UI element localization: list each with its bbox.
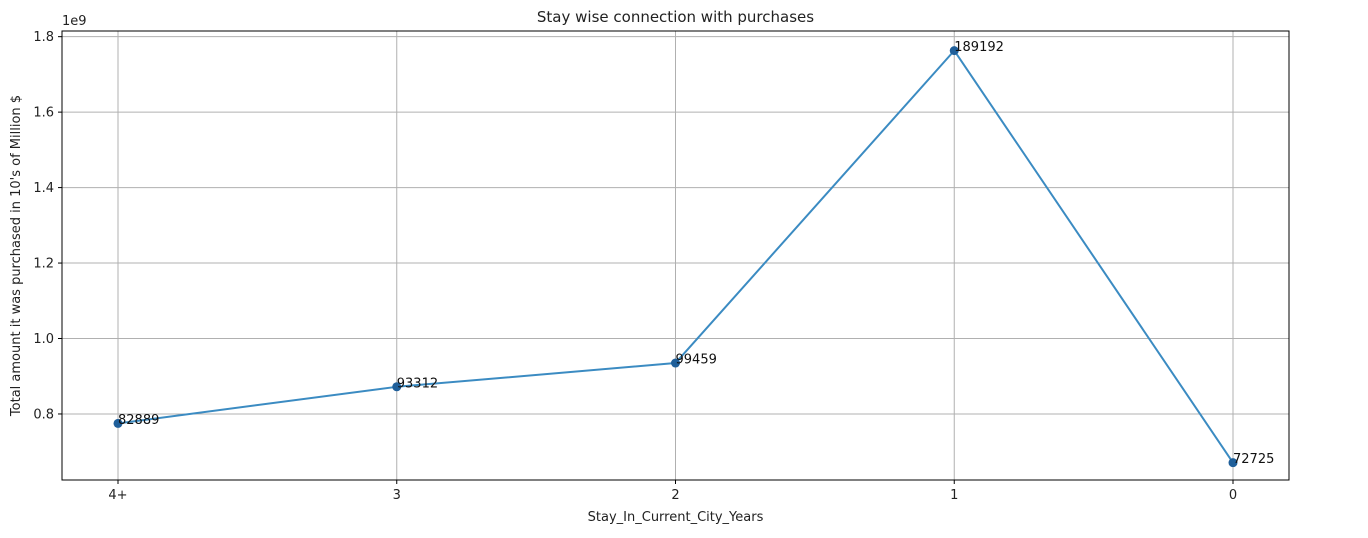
point-label: 72725 [1233,452,1274,467]
data-point [113,418,123,428]
chart-title: Stay wise connection with purchases [537,8,814,26]
y-tick-label: 1.2 [33,257,54,272]
data-point [1228,458,1238,468]
y-axis-label: Total amount it was purchased in 10's of… [9,95,24,417]
data-point [949,46,959,56]
x-tick-label: 3 [393,488,401,503]
y-tick-label: 1.4 [33,181,54,196]
y-scale-label: 1e9 [62,14,87,29]
x-tick-label: 2 [671,488,679,503]
axis-ticks: 4+ 3 2 1 0 0.8 1.0 1.2 1.4 1.6 1.8 [33,30,1237,503]
y-tick-label: 0.8 [33,407,54,422]
x-tick-label: 0 [1229,488,1237,503]
grid-lines [62,31,1289,480]
point-label: 82889 [118,413,159,428]
point-label: 99459 [676,353,717,368]
series-layer [113,46,1238,468]
y-tick-label: 1.0 [33,332,54,347]
data-point [392,382,402,392]
y-tick-label: 1.8 [33,30,54,45]
x-tick-label: 1 [950,488,958,503]
data-labels: 82889 93312 99459 189192 72725 [118,40,1274,467]
x-tick-label: 4+ [108,488,127,503]
data-point [671,358,680,368]
point-label: 93312 [397,376,438,391]
y-tick-label: 1.6 [33,106,54,121]
x-axis-label: Stay_In_Current_City_Years [588,510,764,525]
point-label: 189192 [954,40,1004,55]
